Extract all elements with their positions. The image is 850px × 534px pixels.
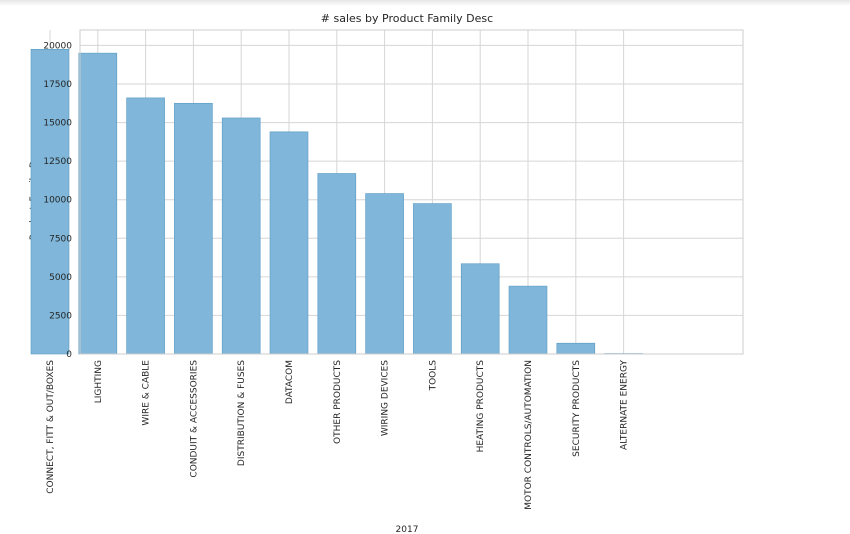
x-tick-label: CONNECT, FITT & OUT/BOXES xyxy=(46,360,56,494)
y-tick-label: 0 xyxy=(66,350,72,360)
bar xyxy=(365,193,404,355)
x-tick-label: DISTRIBUTION & FUSES xyxy=(237,360,247,466)
x-tick-label: WIRE & CABLE xyxy=(142,360,152,426)
y-tick-label: 12500 xyxy=(43,157,72,167)
x-tick-label: WIRING DEVICES xyxy=(381,360,391,436)
bar xyxy=(78,52,118,355)
x-axis-label: 2017 xyxy=(396,525,419,534)
chart-title: # sales by Product Family Desc xyxy=(321,12,493,25)
bar xyxy=(460,263,500,355)
y-tick-label: 5000 xyxy=(49,273,72,283)
x-tick-label: TOOLS xyxy=(428,360,438,392)
bars xyxy=(30,48,643,355)
x-tick-label: MOTOR CONTROLS/AUTOMATION xyxy=(524,360,534,510)
bar xyxy=(30,48,70,355)
x-tick-labels: CONNECT, FITT & OUT/BOXES LIGHTING WIRE & … xyxy=(46,360,630,510)
bar xyxy=(317,173,357,355)
y-tick-label: 17500 xyxy=(43,80,72,90)
y-tick-label: 2500 xyxy=(49,311,72,321)
bar xyxy=(413,203,452,355)
bar xyxy=(126,97,165,355)
x-tick-label: DATACOM xyxy=(285,360,295,404)
x-tick-label: LIGHTING xyxy=(94,360,104,403)
bar xyxy=(221,117,261,355)
y-tick-label: 20000 xyxy=(43,41,72,51)
y-tick-label: 15000 xyxy=(43,119,72,129)
y-tick-label: 7500 xyxy=(49,234,72,244)
bar xyxy=(556,342,596,355)
x-tick-label: ALTERNATE ENERGY xyxy=(620,360,630,450)
bar xyxy=(269,131,309,355)
x-tick-label: SECURITY PRODUCTS xyxy=(572,360,582,457)
y-tick-labels: 0 2500 5000 7500 10000 12500 15000 17500 20000 xyxy=(43,41,72,360)
bar xyxy=(174,102,213,355)
window-top-edge xyxy=(0,0,850,6)
x-tick-label: CONDUIT & ACCESSORIES xyxy=(189,360,199,478)
plot-frame xyxy=(79,29,744,355)
x-tick-label: OTHER PRODUCTS xyxy=(333,360,343,444)
y-tick-label: 10000 xyxy=(43,196,72,206)
x-tick-label: HEATING PRODUCTS xyxy=(476,360,486,453)
bar xyxy=(508,285,548,355)
